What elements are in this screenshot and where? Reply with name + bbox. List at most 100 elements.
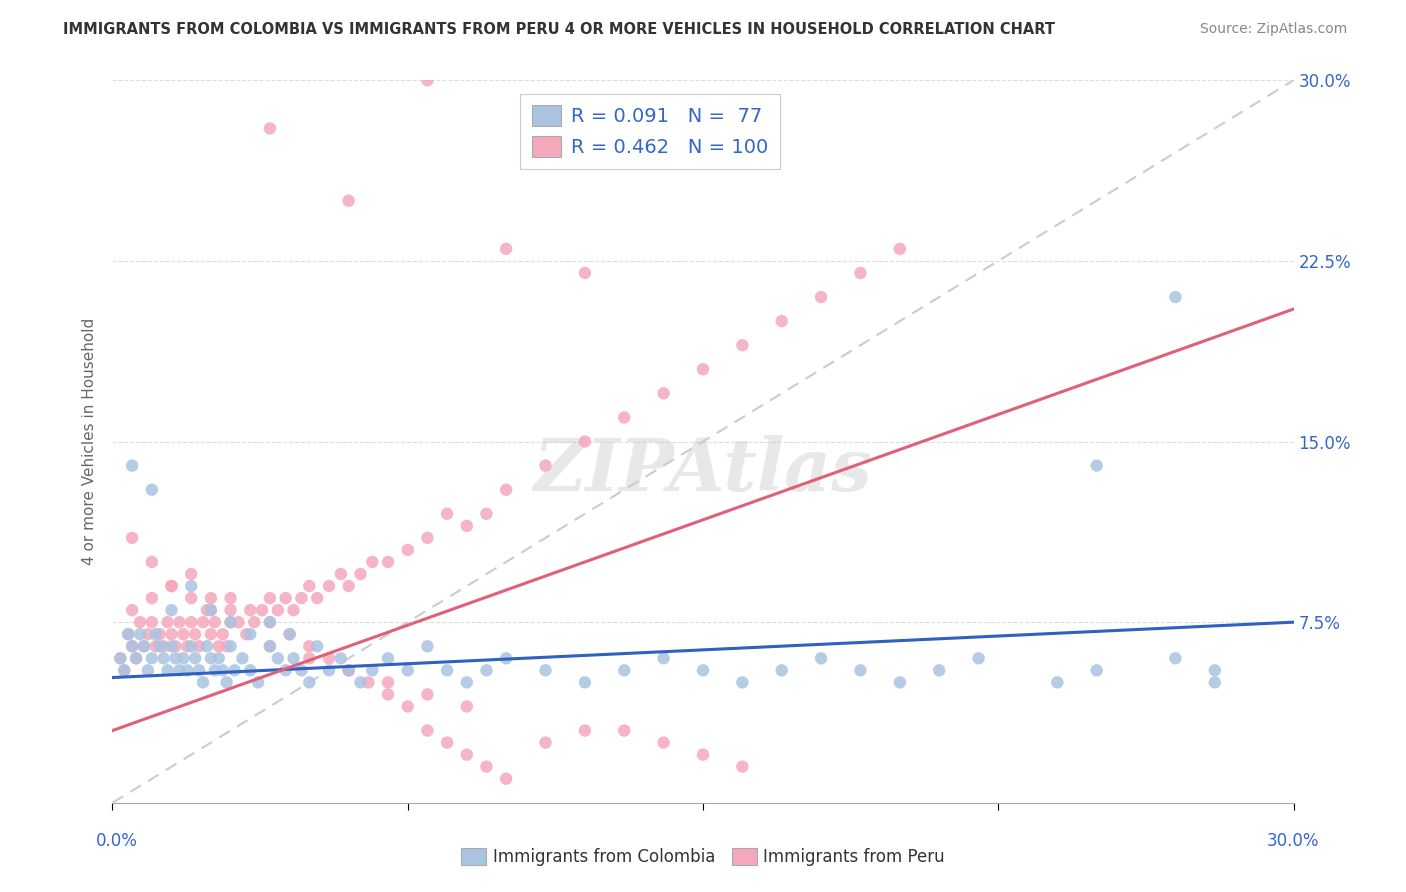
Point [250,603,273,617]
Point [172,627,194,641]
Point [278,627,301,641]
Point [318,664,340,678]
Point [337,664,360,678]
Point [349,567,371,582]
Point [259,639,281,653]
Point [436,507,458,521]
Point [117,627,139,641]
Point [180,579,202,593]
Point [219,615,242,630]
Point [274,591,297,605]
Point [1085,458,1108,473]
Point [337,194,360,208]
Point [121,603,143,617]
Point [574,266,596,280]
Point [298,651,321,665]
Point [191,675,214,690]
Point [231,651,253,665]
Point [731,760,754,774]
Point [156,615,179,630]
Text: ZIPAtlas: ZIPAtlas [534,435,872,506]
Point [121,458,143,473]
Point [329,567,352,582]
Point [416,639,439,653]
Point [1164,651,1187,665]
Point [160,579,183,593]
Text: 0.0%: 0.0% [96,832,138,850]
Point [228,615,250,630]
Point [396,664,419,678]
Point [121,639,143,653]
Point [1085,664,1108,678]
Point [574,675,596,690]
Point [184,627,207,641]
Point [349,675,371,690]
Point [1046,675,1069,690]
Point [160,639,183,653]
Point [475,664,498,678]
Point [259,615,281,630]
Point [329,651,352,665]
Point [160,579,183,593]
Point [770,314,793,328]
Point [416,687,439,701]
Point [200,627,222,641]
Point [574,723,596,738]
Point [274,664,297,678]
Point [298,639,321,653]
Point [200,603,222,617]
Legend: R = 0.091   N =  77, R = 0.462   N = 100: R = 0.091 N = 77, R = 0.462 N = 100 [520,94,779,169]
Point [219,603,242,617]
Point [456,747,478,762]
Point [169,615,191,630]
Point [967,651,990,665]
Point [141,555,163,569]
Point [337,664,360,678]
Point [456,675,478,690]
Point [574,434,596,449]
Point [184,651,207,665]
Point [298,579,321,593]
Point [475,507,498,521]
Point [267,651,290,665]
Point [692,747,714,762]
Point [112,664,135,678]
Point [136,664,159,678]
Point [145,627,167,641]
Point [652,735,675,749]
Point [810,290,832,304]
Point [290,664,312,678]
Point [239,664,262,678]
Point [810,651,832,665]
Point [195,603,218,617]
Point [176,639,198,653]
Point [160,627,183,641]
Point [219,615,242,630]
Point [191,615,214,630]
Point [156,664,179,678]
Point [204,664,226,678]
Point [652,651,675,665]
Point [110,651,132,665]
Point [160,603,183,617]
Point [770,664,793,678]
Point [125,651,148,665]
Point [298,675,321,690]
Point [211,627,233,641]
Point [307,591,329,605]
Point [172,651,194,665]
Point [396,542,419,557]
Point [731,675,754,690]
Point [361,664,384,678]
Point [318,651,340,665]
Point [235,627,257,641]
Point [215,675,238,690]
Point [112,664,135,678]
Point [132,639,155,653]
Point [337,664,360,678]
Point [121,639,143,653]
Text: 30.0%: 30.0% [1267,832,1319,850]
Point [180,591,202,605]
Point [849,664,872,678]
Point [283,603,305,617]
